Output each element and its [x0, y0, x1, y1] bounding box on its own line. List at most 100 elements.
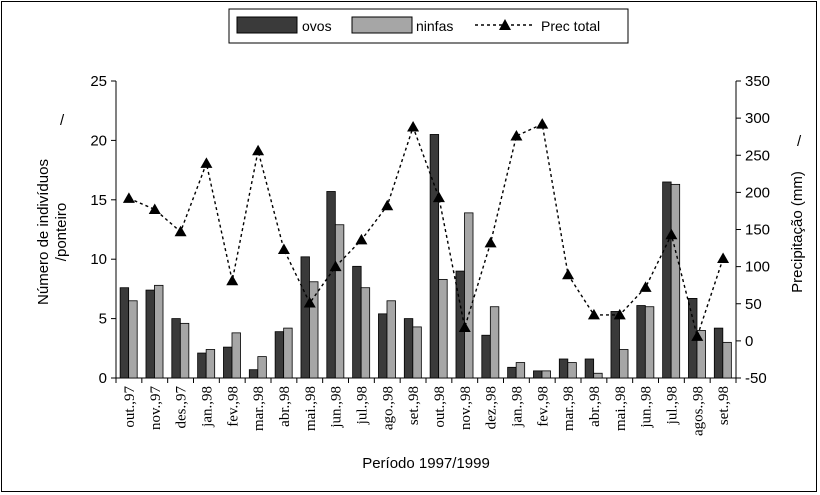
bar-ninfas — [128, 300, 138, 379]
bar-ninfas — [283, 327, 293, 379]
y2-tick-label: 200 — [745, 184, 770, 201]
stray-mark-left: / — [60, 112, 65, 129]
y-tick-label: 5 — [99, 311, 107, 328]
y2-tick-label: -50 — [745, 370, 767, 387]
marker-Prec-total — [536, 118, 549, 129]
bar-ninfas — [464, 212, 474, 379]
x-tick-label: abr.,98 — [277, 386, 293, 427]
bar-ninfas — [696, 330, 706, 379]
y-tick-label: 25 — [90, 73, 107, 90]
marker-Prec-total — [174, 225, 187, 237]
x-tick-label: jan.,98 — [509, 386, 525, 428]
bar-ovos — [352, 265, 362, 379]
x-tick-label: set.,98 — [716, 386, 732, 425]
marker-Prec-total — [510, 129, 523, 141]
y2-axis-label: Precipitação (mm) — [789, 171, 806, 293]
bar-ovos — [713, 327, 724, 379]
bar-ovos — [662, 181, 672, 379]
marker-Prec-total — [122, 192, 135, 203]
bar-ninfas — [541, 370, 551, 379]
bar-ovos — [223, 346, 233, 379]
legend: ovos ninfas Prec total — [228, 8, 629, 44]
legend-label-ninfas: ninfas — [416, 18, 453, 34]
bar-ninfas — [179, 322, 190, 379]
legend-swatch-ovos — [236, 16, 298, 34]
bar-ninfas — [567, 362, 577, 379]
marker-Prec-total — [587, 308, 600, 320]
y-tick-label: 0 — [99, 370, 107, 387]
bar-ovos — [610, 311, 620, 379]
bar-ninfas — [619, 349, 629, 379]
bar-ovos — [378, 313, 388, 379]
bar-ninfas — [257, 356, 267, 379]
bar-ninfas — [644, 306, 655, 379]
bar-ovos — [636, 305, 646, 379]
bar-ovos — [171, 318, 181, 379]
marker-Prec-total — [458, 321, 471, 333]
bar-ninfas — [489, 306, 500, 379]
x-axis-label: Período 1997/1999 — [362, 455, 490, 472]
bar-ovos — [533, 370, 543, 379]
bar-ninfas — [722, 341, 732, 379]
bar-ninfas — [438, 278, 448, 379]
y2-tick-label: 350 — [745, 73, 770, 90]
marker-Prec-total — [691, 330, 704, 341]
x-tick-label: jan.,98 — [199, 386, 215, 428]
bar-ovos — [248, 369, 259, 379]
x-tick-label: mar.,98 — [561, 386, 577, 431]
x-tick-label: fev.,98 — [535, 386, 551, 427]
y-tick-label: 15 — [90, 192, 107, 209]
x-tick-label: fev.,98 — [225, 386, 241, 427]
y2-tick-label: 50 — [745, 296, 762, 313]
marker-Prec-total — [252, 144, 265, 156]
marker-Prec-total — [381, 199, 394, 211]
marker-Prec-total — [665, 228, 678, 240]
marker-Prec-total — [717, 252, 730, 263]
x-tick-label: out.,98 — [432, 386, 448, 428]
plot-area: 0 5 10 15 20 25 -50 0 50 100 150 200 250 300 350 out.,9… — [90, 8, 770, 436]
y-tick-label: 20 — [90, 132, 107, 149]
bar-ovos — [197, 352, 207, 379]
bar-ninfas — [231, 332, 241, 379]
y2-tick-label: 150 — [745, 222, 770, 239]
x-tick-label: mar.,98 — [251, 386, 267, 431]
bar-ninfas — [515, 362, 526, 379]
bar-ovos — [507, 366, 517, 379]
legend-swatch-ninfas — [351, 16, 413, 34]
bar-ninfas — [334, 224, 345, 379]
marker-Prec-total — [148, 203, 161, 214]
bar-ninfas — [670, 183, 681, 379]
x-tick-label: mai.,98 — [613, 386, 629, 431]
y-axis-label-line1: Número de indivíduos — [35, 159, 52, 305]
marker-Prec-total — [226, 274, 239, 286]
marker-Prec-total — [355, 233, 368, 245]
stray-mark-right: / — [797, 133, 802, 150]
y-tick-label: 10 — [90, 251, 107, 268]
bar-ovos — [119, 287, 130, 379]
bar-ovos — [481, 334, 491, 379]
marker-Prec-total — [407, 121, 420, 132]
bar-ovos — [429, 134, 440, 379]
y2-tick-label: 250 — [745, 147, 770, 164]
x-tick-label: nov.,97 — [148, 386, 164, 431]
bar-ninfas — [593, 372, 603, 379]
bar-ovos — [300, 256, 310, 379]
x-tick-label: nov.,98 — [458, 386, 474, 430]
x-tick-label: set.,98 — [406, 386, 422, 425]
x-tick-label: agos.,98 — [690, 386, 706, 436]
bar-ovos — [558, 358, 569, 379]
x-tick-label: jul.,98 — [354, 386, 370, 425]
bar-ninfas — [386, 300, 396, 379]
y2-tick-label: 100 — [745, 259, 770, 276]
bar-ovos — [584, 358, 595, 379]
marker-Prec-total — [277, 243, 290, 255]
bar-ninfas — [309, 281, 319, 379]
marker-Prec-total — [200, 157, 213, 168]
legend-label-ovos: ovos — [302, 18, 332, 34]
bar-ninfas — [154, 284, 164, 379]
marker-Prec-total — [562, 268, 575, 280]
x-tick-label: des.,97 — [174, 386, 190, 429]
y-axis-label-line2: /ponteiro — [53, 203, 70, 261]
